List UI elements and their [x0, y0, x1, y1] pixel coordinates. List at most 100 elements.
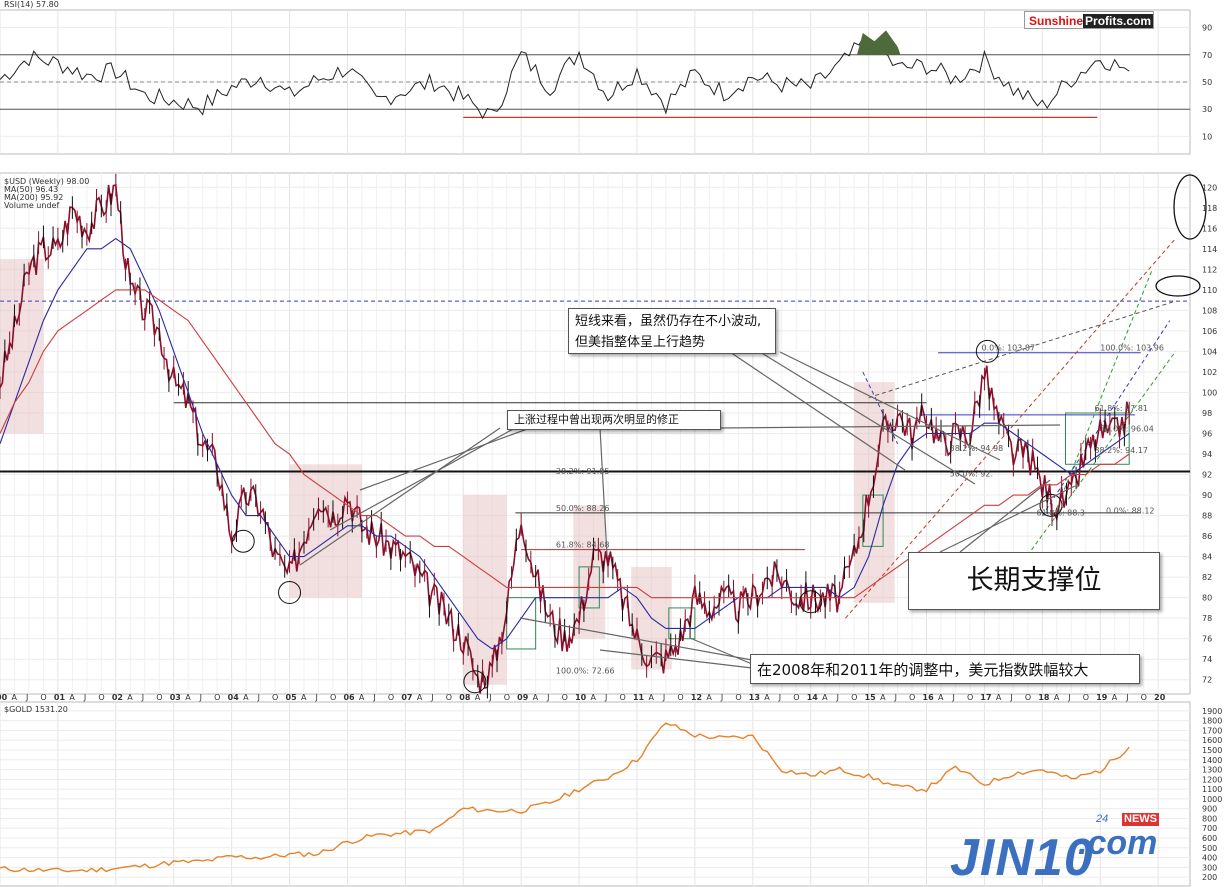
fib-label-c: 61.8%: 97.81 — [1094, 404, 1148, 413]
x-tick-quarter: A — [417, 693, 423, 702]
usd-y-tick: 96 — [1202, 430, 1212, 439]
correction-box — [463, 495, 507, 685]
usd-y-tick: 114 — [1202, 245, 1217, 254]
target-level-circle — [1155, 275, 1201, 297]
fib-label-c: 38.2%: 94.17 — [1094, 446, 1148, 455]
x-tick-quarter: O — [967, 693, 973, 702]
callout-pointer-line — [599, 427, 608, 556]
x-tick-quarter: J — [604, 693, 607, 702]
gold-panel-frame — [0, 701, 1191, 887]
sunshine-profits-logo: Sunshine Profits.com — [1024, 11, 1154, 29]
correction-box — [854, 382, 895, 603]
x-tick-quarter: O — [98, 693, 104, 702]
callout-adjustments: 在2008年和2011年的调整中，美元指数跌幅较大 — [750, 654, 1140, 684]
trend-line — [1041, 320, 1171, 516]
marked-pivot-circle — [1039, 493, 1063, 517]
usd-y-tick: 104 — [1202, 347, 1217, 356]
usd-y-tick: 80 — [1202, 594, 1212, 603]
x-tick-quarter: A — [880, 693, 886, 702]
usd-y-tick: 88 — [1202, 512, 1212, 521]
x-tick-year: 03 — [170, 693, 181, 702]
gold-y-tick: 1900 — [1202, 707, 1222, 716]
x-tick-year: 13 — [749, 693, 760, 702]
x-tick-quarter: A — [1054, 693, 1060, 702]
x-tick-quarter: A — [938, 693, 944, 702]
x-tick-quarter: O — [677, 693, 683, 702]
x-tick-quarter: O — [330, 693, 336, 702]
gold-y-tick: 500 — [1202, 844, 1217, 853]
usd-y-tick: 86 — [1202, 532, 1212, 541]
rsi-y-tick: 70 — [1202, 51, 1212, 60]
x-tick-quarter: J — [488, 693, 491, 702]
ma50-line — [0, 237, 1130, 650]
x-tick-quarter: J — [778, 693, 781, 702]
x-tick-year: 04 — [228, 693, 240, 702]
fib-label-b: 61.8%: 88.3 — [1037, 509, 1085, 518]
usd-legend-item: MA(50) 96.43 — [4, 185, 58, 194]
x-tick-year: 14 — [807, 693, 819, 702]
callout-pointer-line — [779, 351, 1001, 461]
x-tick-quarter: J — [1067, 693, 1070, 702]
ma200-line — [0, 289, 1130, 599]
usd-y-tick: 94 — [1202, 450, 1212, 459]
marked-pivot-circle — [463, 670, 487, 694]
callout-short-term-line1: 短线来看，虽然仍存在不小波动, — [575, 314, 762, 329]
fib-label-b: 50.0%: 92. — [950, 470, 993, 479]
callout-support: 长期支撑位 — [908, 552, 1160, 610]
fib-label-c: 0.0%: 88.12 — [1106, 507, 1154, 516]
x-tick-year: 00 — [0, 693, 8, 702]
x-tick-quarter: O — [214, 693, 220, 702]
x-tick-quarter: A — [533, 693, 539, 702]
x-tick-quarter: J — [1009, 693, 1012, 702]
marked-pivot-circle — [231, 529, 255, 553]
x-tick-quarter: A — [648, 693, 654, 702]
usd-y-tick: 100 — [1202, 388, 1217, 397]
gold-y-tick: 1700 — [1202, 726, 1222, 735]
x-tick-quarter: A — [11, 693, 17, 702]
rsi-overbought-fill — [857, 30, 901, 55]
gold-y-tick: 200 — [1202, 873, 1217, 882]
rsi-y-tick: 90 — [1202, 24, 1212, 33]
x-tick-year: 16 — [923, 693, 935, 702]
x-tick-quarter: O — [504, 693, 510, 702]
x-tick-quarter: A — [69, 693, 75, 702]
x-tick-year: 15 — [865, 693, 877, 702]
callout-short-term-line2: 但美指整体呈上行趋势 — [575, 335, 706, 350]
gold-y-tick: 1200 — [1202, 775, 1222, 784]
x-tick-year: 07 — [401, 693, 412, 702]
x-tick-quarter: J — [720, 693, 723, 702]
callout-corrections: 上涨过程中曾出现两次明显的修正 — [507, 410, 721, 430]
callout-pointer-line — [599, 649, 753, 669]
gold-legend: $GOLD 1531.20 — [4, 705, 68, 714]
target-zone-circle — [1173, 174, 1207, 240]
callout-pointer-line — [939, 485, 1076, 553]
x-tick-quarter: J — [372, 693, 375, 702]
x-tick-year: 02 — [112, 693, 123, 702]
gold-y-tick: 600 — [1202, 834, 1217, 843]
x-tick-quarter: J — [430, 693, 433, 702]
usd-y-tick: 74 — [1202, 655, 1212, 664]
x-tick-quarter: A — [706, 693, 712, 702]
x-tick-quarter: O — [1141, 693, 1147, 702]
x-tick-quarter: O — [388, 693, 394, 702]
breakout-box — [1064, 412, 1130, 465]
x-tick-quarter: A — [359, 693, 365, 702]
x-tick-year: 18 — [1038, 693, 1050, 702]
trend-line — [1018, 351, 1176, 568]
x-tick-year: 17 — [980, 693, 991, 702]
gold-y-tick: 800 — [1202, 814, 1217, 823]
x-tick-quarter: O — [793, 693, 799, 702]
usd-legend-item: MA(200) 95.92 — [4, 193, 63, 202]
callout-pointer-line — [759, 351, 976, 485]
x-tick-quarter: O — [1025, 693, 1031, 702]
x-tick-year: 01 — [54, 693, 66, 702]
usd-y-tick: 84 — [1202, 553, 1212, 562]
gold-y-tick: 1400 — [1202, 756, 1222, 765]
usd-y-tick: 92 — [1202, 471, 1212, 480]
x-tick-quarter: O — [1083, 693, 1089, 702]
x-tick-quarter: J — [257, 693, 260, 702]
callout-pointer-line — [729, 351, 906, 471]
marked-pivot-circle — [278, 581, 302, 605]
fib-label-a: 100.0%: 72.66 — [556, 667, 615, 676]
